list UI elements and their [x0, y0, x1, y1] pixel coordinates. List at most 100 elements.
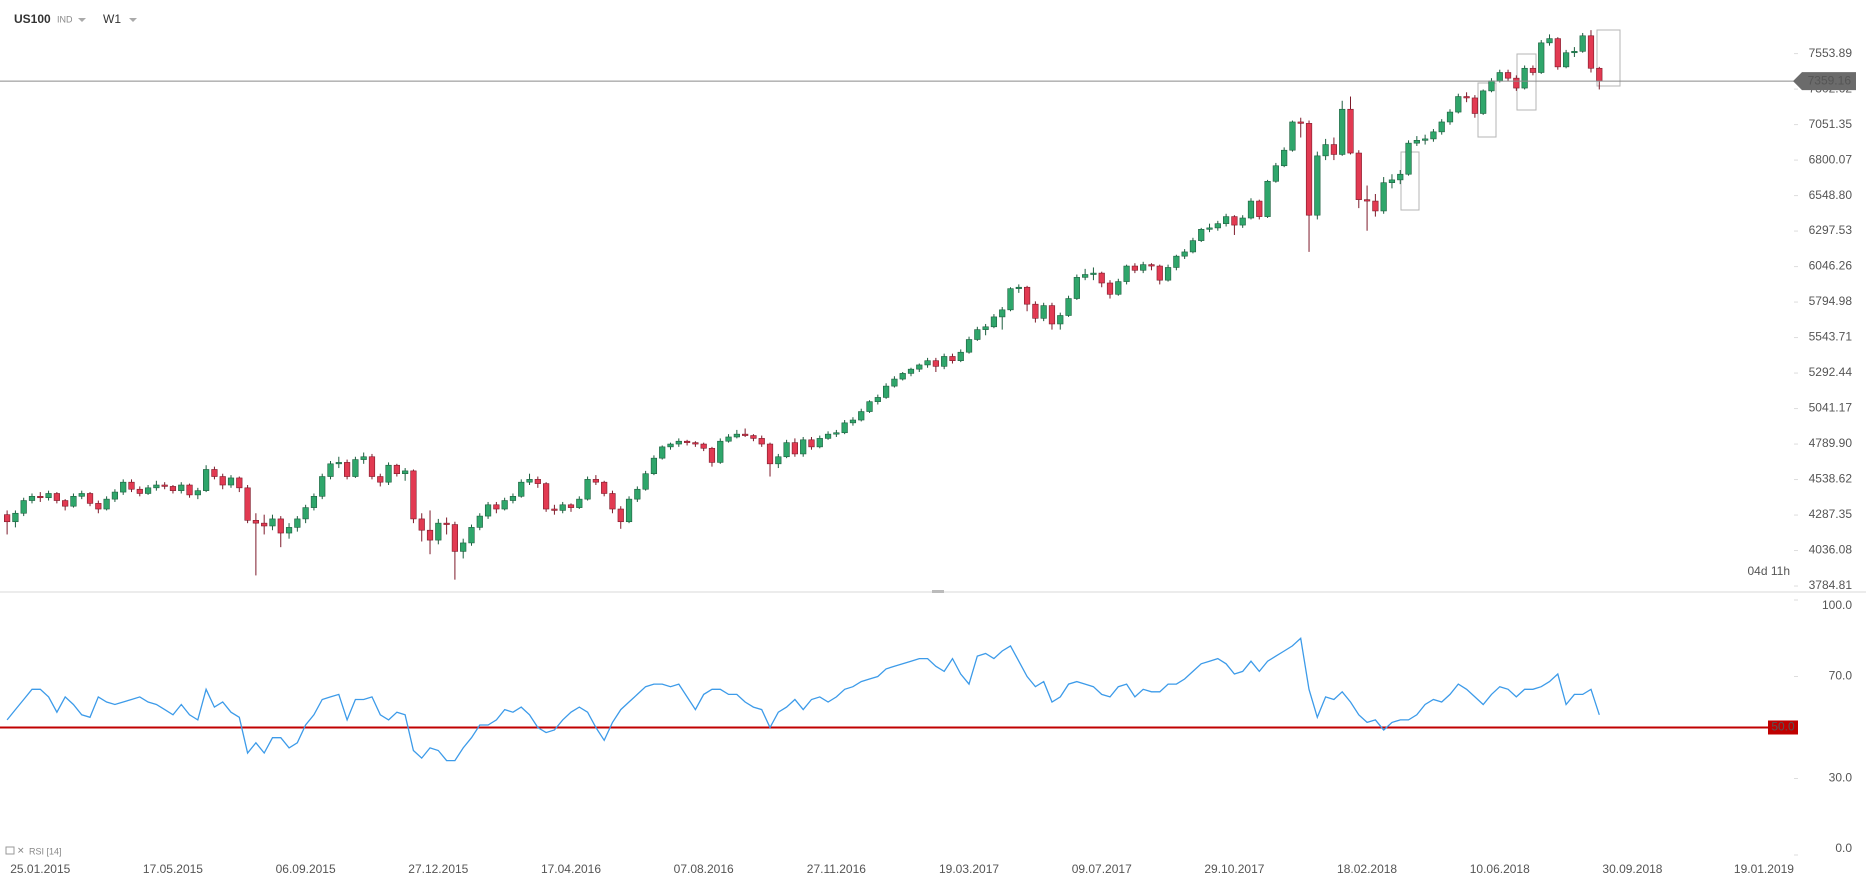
candle-body	[111, 491, 119, 500]
candle-body	[1131, 265, 1138, 271]
candle-body	[1289, 121, 1296, 151]
candle-body	[733, 433, 740, 438]
icon-close[interactable]: ✕	[17, 845, 25, 855]
candle-body	[236, 477, 243, 489]
candle-body	[1090, 272, 1097, 275]
candle-body	[1065, 298, 1072, 316]
candle-body	[708, 447, 716, 463]
last-price-box	[1793, 72, 1856, 91]
candle-body	[484, 504, 492, 517]
candle-body	[609, 493, 616, 510]
candle-body	[377, 476, 384, 483]
candle-body	[1596, 67, 1603, 82]
candle-body	[103, 498, 110, 510]
candle-body	[1247, 200, 1255, 219]
x-tick-label: 27.11.2016	[807, 862, 866, 876]
x-tick-label: 09.07.2017	[1072, 862, 1132, 876]
candle-body	[211, 469, 218, 477]
candle-body	[244, 487, 251, 521]
candle-body	[957, 351, 964, 361]
pane-handle[interactable]	[932, 590, 944, 593]
x-tick-label: 17.05.2015	[143, 862, 203, 876]
candle-body	[1264, 180, 1271, 217]
toolbar: US100 IND W1	[6, 6, 186, 34]
candle-body	[841, 422, 848, 434]
candle-body	[601, 481, 608, 494]
candle-body	[410, 470, 417, 520]
candle-body	[675, 440, 682, 445]
candle-body	[418, 518, 425, 531]
candle-body	[476, 515, 483, 528]
candle-body	[990, 316, 998, 328]
candle-body	[526, 479, 533, 483]
timeframe[interactable]: W1	[103, 12, 121, 26]
dropdown-caret[interactable]	[78, 18, 86, 22]
candle-body	[924, 360, 931, 366]
candle-body	[916, 364, 923, 370]
rsi-legend: ✕ RSI [14]	[5, 845, 62, 856]
candle-body	[1156, 265, 1163, 281]
candle-body	[775, 456, 782, 465]
candle-body	[965, 339, 973, 353]
symbol[interactable]: US100	[14, 12, 51, 26]
candle-body	[1322, 144, 1329, 157]
candle-body	[932, 360, 939, 367]
candle-body	[1579, 35, 1586, 52]
candle-body	[136, 488, 143, 494]
candle-body	[783, 442, 790, 458]
candle-body	[4, 514, 11, 523]
rsi-y-tick-label: 100.0	[1822, 598, 1852, 612]
candle-body	[1140, 264, 1147, 271]
x-tick-label: 07.08.2016	[674, 862, 734, 876]
candle-body	[1148, 264, 1155, 267]
candle-body	[907, 368, 915, 374]
x-tick-label: 25.01.2015	[10, 862, 70, 876]
plot: 3784.81 4036.08 4287.35 4538.62 4789.90 5041.…	[0, 30, 1856, 876]
candle-body	[1214, 223, 1221, 229]
candle-body	[1040, 305, 1047, 319]
candle-body	[1455, 96, 1462, 113]
candle-body	[650, 457, 658, 475]
candle-body	[186, 484, 193, 496]
pattern-box	[1477, 82, 1497, 138]
x-tick-label: 18.02.2018	[1337, 862, 1397, 876]
y-tick-label: 7553.89	[1809, 46, 1853, 60]
rsi-y-tick-label: 30.0	[1829, 771, 1853, 785]
candle-body	[426, 529, 434, 541]
candle-body	[1546, 38, 1553, 44]
candle-body	[1504, 72, 1512, 79]
market: IND	[57, 14, 73, 24]
candle-body	[1198, 229, 1205, 241]
candle-body	[302, 507, 309, 520]
icon[interactable]	[5, 846, 15, 855]
x-tick-label: 19.03.2017	[939, 862, 999, 876]
candle-body	[120, 481, 127, 493]
candle-body	[1106, 282, 1114, 295]
candle-body	[518, 481, 525, 497]
candle-body	[883, 385, 890, 398]
bar-timer: 04d 11h	[1748, 564, 1791, 578]
candle-body	[161, 484, 168, 487]
candle-body	[1480, 90, 1487, 114]
candle-body	[833, 432, 840, 435]
candle-body	[12, 512, 19, 523]
candle-body	[509, 496, 517, 501]
candle-body	[891, 378, 898, 387]
candle-body	[1173, 255, 1180, 268]
candle-body	[1082, 274, 1089, 278]
candle-body	[1189, 240, 1197, 253]
candle-body	[766, 443, 774, 465]
candle-body	[634, 488, 641, 500]
pattern-boxes	[1400, 29, 1621, 211]
x-tick-label: 06.09.2015	[276, 862, 336, 876]
candle-body	[1422, 138, 1429, 141]
candle-body	[37, 496, 44, 499]
candle-body	[1281, 149, 1288, 167]
candle-body	[128, 481, 135, 490]
candle-body	[949, 356, 956, 361]
candle-body	[1355, 152, 1362, 200]
x-tick-label: 29.10.2017	[1204, 862, 1264, 876]
pattern-box	[1596, 29, 1621, 87]
dropdown-caret[interactable]	[129, 18, 137, 22]
